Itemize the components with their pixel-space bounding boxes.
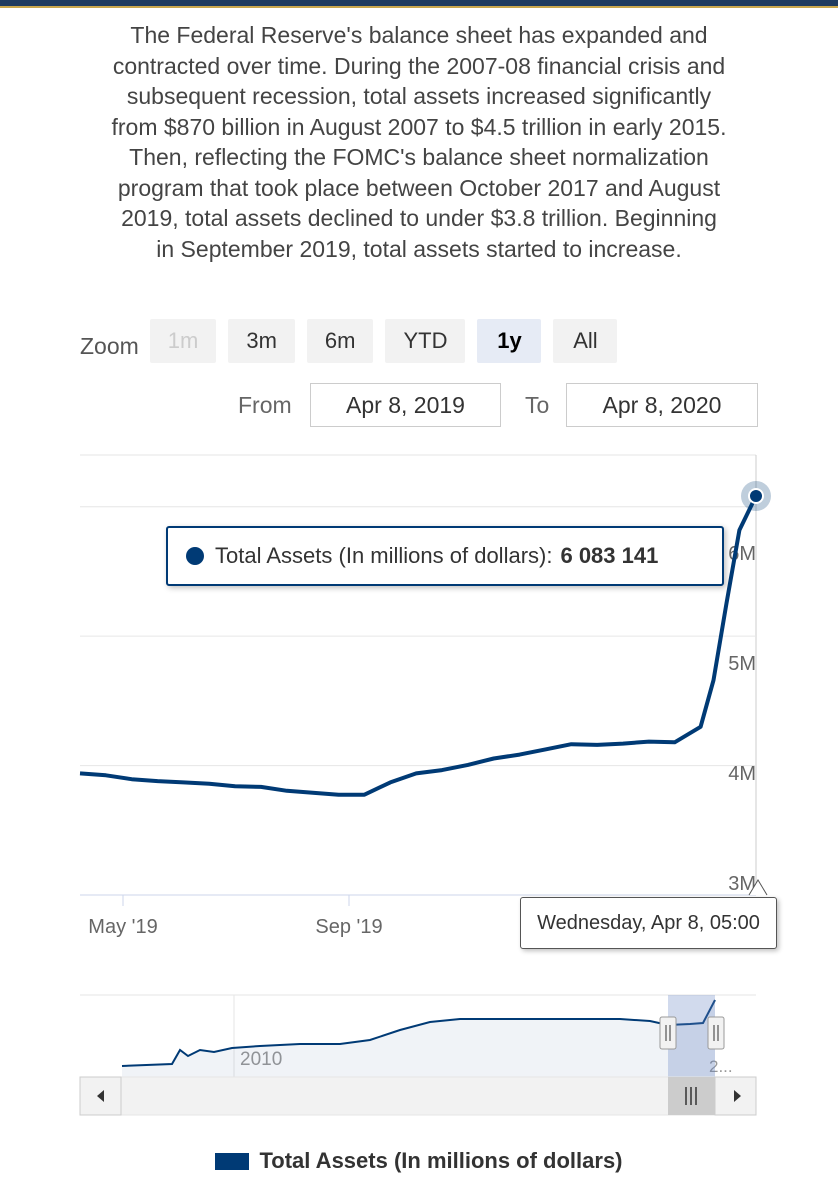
navigator-left-handle[interactable] (659, 1016, 677, 1050)
scroll-right-arrow-icon (734, 1090, 741, 1102)
total-assets-line (79, 495, 758, 797)
date-tooltip-pointer (748, 879, 768, 896)
date-range-selector: From Apr 8, 2019 To Apr 8, 2020 (0, 382, 838, 430)
to-label: To (525, 392, 550, 418)
scroll-left-arrow-icon (97, 1090, 104, 1102)
navigator-series-line (121, 999, 716, 1067)
grid-lines (80, 506, 756, 767)
tooltip-series-label: Total Assets (In millions of dollars): (215, 543, 553, 568)
y-axis-labels: 3M 4M 5M 6M (728, 543, 756, 895)
hover-point[interactable] (748, 488, 764, 505)
date-tooltip: Wednesday, Apr 8, 05:00 (520, 897, 777, 949)
y-tick-label-3m: 3M (728, 873, 756, 895)
tooltip-value: 6 083 141 (560, 543, 659, 568)
zoom-3m-button[interactable]: 3m (228, 319, 295, 363)
zoom-1y-button[interactable]: 1y (477, 319, 542, 363)
x-tick-label-sep: Sep '19 (315, 916, 382, 938)
zoom-selector: Zoom 1m 3m 6m YTD 1y All (80, 318, 629, 364)
legend-series-label: Total Assets (In millions of dollars) (259, 1148, 623, 1173)
navigator-label-end: 2... (709, 1057, 733, 1076)
top-accent-bar (0, 0, 838, 8)
from-date-input[interactable]: Apr 8, 2019 (310, 383, 501, 427)
chart-description: The Federal Reserve's balance sheet has … (111, 22, 727, 262)
zoom-6m-button[interactable]: 6m (306, 319, 374, 363)
zoom-1m-button[interactable]: 1m (149, 319, 217, 363)
navigator-right-handle[interactable] (707, 1016, 725, 1050)
navigator-scrollbar-track[interactable] (79, 1076, 757, 1116)
y-tick-label-4m: 4M (728, 763, 756, 785)
x-tick-label-may: May '19 (88, 916, 157, 938)
zoom-all-button[interactable]: All (553, 319, 618, 363)
navigator-series-area (122, 1000, 715, 1077)
navigator: 2010 2... (79, 994, 757, 1116)
to-date-input[interactable]: Apr 8, 2020 (566, 383, 758, 427)
series-marker-icon (186, 547, 204, 565)
value-tooltip: Total Assets (In millions of dollars): 6… (166, 526, 724, 586)
total-assets-chart: 3M 4M 5M 6M May '19 Sep '19 2010 2... (79, 454, 771, 1116)
chart-legend[interactable]: Total Assets (In millions of dollars) (0, 1148, 838, 1174)
legend-swatch (215, 1152, 250, 1170)
from-label: From (238, 392, 292, 418)
navigator-label-2010: 2010 (240, 1049, 282, 1070)
y-tick-label-5m: 5M (728, 653, 756, 675)
zoom-label: Zoom (80, 332, 139, 359)
zoom-ytd-button[interactable]: YTD (385, 319, 466, 363)
